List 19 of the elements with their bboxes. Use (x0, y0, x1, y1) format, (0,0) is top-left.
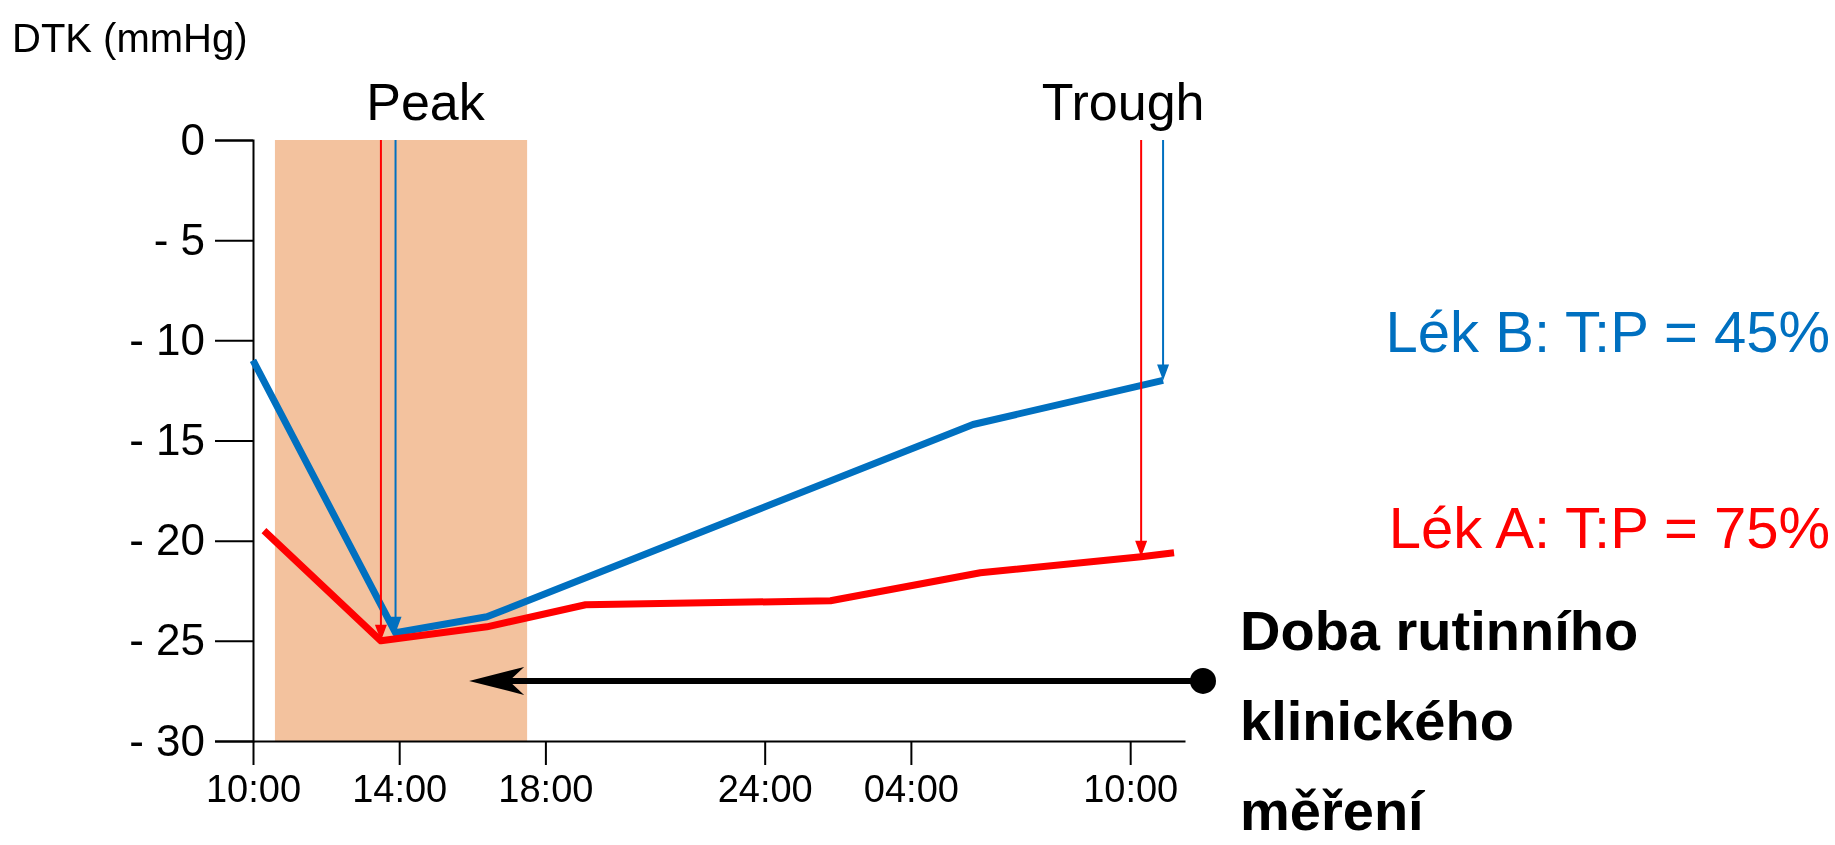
x-tick-label: 18:00 (498, 767, 594, 810)
x-tick-label: 14:00 (352, 767, 448, 810)
y-tick-label: 0 (180, 114, 205, 164)
y-tick-label: - 10 (129, 314, 205, 364)
y-tick-label: - 5 (153, 214, 205, 264)
x-tick-label: 24:00 (717, 767, 813, 810)
text: Peak (366, 73, 486, 131)
x-tick-label: 10:00 (1083, 767, 1179, 810)
x-tick-label: 10:00 (205, 767, 302, 810)
y-axis-title: DTK (mmHg) (12, 16, 248, 60)
text: Trough (1041, 73, 1205, 131)
y-tick-label: - 15 (129, 415, 205, 465)
y-tick-label: - 25 (129, 615, 205, 665)
text: Doba rutinního klinického měření (1240, 599, 1639, 842)
y-tick-label: - 20 (129, 515, 205, 565)
text: Lék A: T:P = 75% (1388, 495, 1830, 560)
text: Lék B: T:P = 45% (1385, 299, 1830, 364)
x-tick-label: 04:00 (863, 767, 959, 810)
y-tick-label: - 30 (129, 715, 205, 765)
